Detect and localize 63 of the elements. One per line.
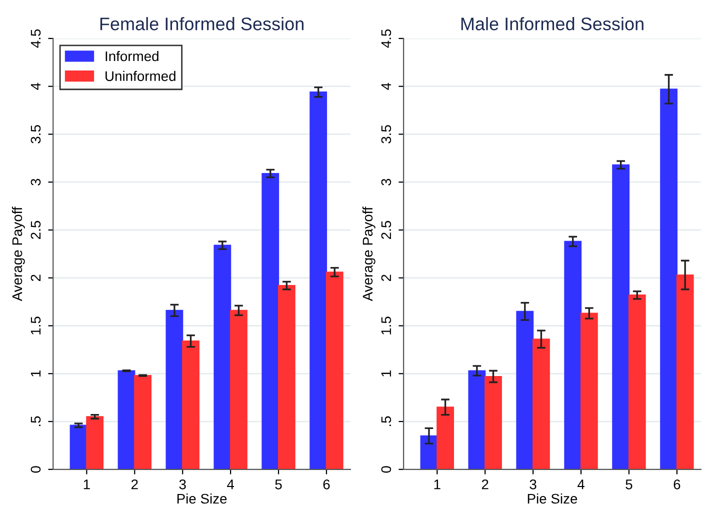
x-tick-label: 2 [482, 479, 488, 490]
bar [214, 244, 232, 470]
y-tick-label: 2.5 [381, 220, 392, 239]
x-tick-label: 5 [275, 480, 282, 490]
bar [516, 310, 534, 470]
y-tick-label: .5 [30, 416, 41, 426]
bar [676, 274, 694, 470]
bar [118, 370, 136, 470]
y-tick-label: 1 [30, 370, 40, 376]
legend-label: Informed [106, 50, 158, 62]
x-tick-label: 6 [323, 479, 330, 490]
x-tick-label: 1 [434, 480, 440, 490]
chart-title: Male Informed Session [461, 17, 644, 30]
bar [326, 272, 344, 470]
y-axis-title: Average Payoff [12, 206, 25, 302]
bar [564, 240, 582, 470]
y-tick-label: 1.5 [381, 316, 392, 334]
bar [134, 374, 152, 470]
y-tick-label: 3 [381, 178, 392, 186]
y-tick-label: 1 [381, 370, 391, 376]
bar [484, 376, 502, 470]
x-tick-label: 2 [131, 479, 138, 490]
bar [612, 164, 630, 470]
bar [310, 92, 328, 470]
y-tick-label: 4.5 [381, 29, 392, 48]
x-tick-label: 3 [179, 479, 186, 490]
bar [166, 310, 184, 470]
bar [70, 424, 88, 470]
x-tick-label: 1 [84, 480, 90, 490]
y-tick-label: 2.5 [30, 220, 41, 239]
bar [436, 406, 454, 470]
y-tick-label: 1.5 [30, 316, 41, 334]
y-axis-title: Average Payoff [362, 206, 376, 302]
x-tick-label: 5 [626, 480, 632, 490]
bar [660, 88, 678, 470]
bar [182, 340, 200, 470]
bar [468, 370, 486, 470]
y-tick-label: 3.5 [381, 125, 392, 144]
bar [532, 338, 550, 470]
y-tick-label: 0 [381, 466, 392, 473]
bar [262, 172, 280, 470]
y-tick-label: 4 [30, 82, 40, 90]
y-tick-label: .5 [381, 416, 392, 426]
y-tick-label: 4.5 [30, 29, 41, 48]
bar [230, 310, 248, 470]
y-tick-label: 3 [30, 178, 41, 186]
x-tick-label: 4 [577, 480, 584, 490]
x-tick-label: 4 [227, 480, 234, 490]
x-tick-label: 6 [674, 479, 680, 490]
x-axis-title: Pie Size [528, 493, 578, 504]
bar [278, 284, 296, 470]
y-tick-label: 4 [381, 82, 391, 90]
y-tick-label: 0 [30, 466, 41, 473]
chart-title: Female Informed Session [100, 17, 304, 30]
bar [628, 294, 646, 470]
x-axis-title: Pie Size [177, 493, 227, 504]
bar [86, 416, 104, 470]
x-tick-label: 3 [530, 479, 536, 490]
bar [580, 312, 598, 470]
legend-label: Uninformed [106, 70, 176, 82]
y-tick-label: 2 [30, 274, 40, 282]
y-tick-label: 3.5 [30, 125, 41, 144]
y-tick-label: 2 [381, 274, 391, 282]
